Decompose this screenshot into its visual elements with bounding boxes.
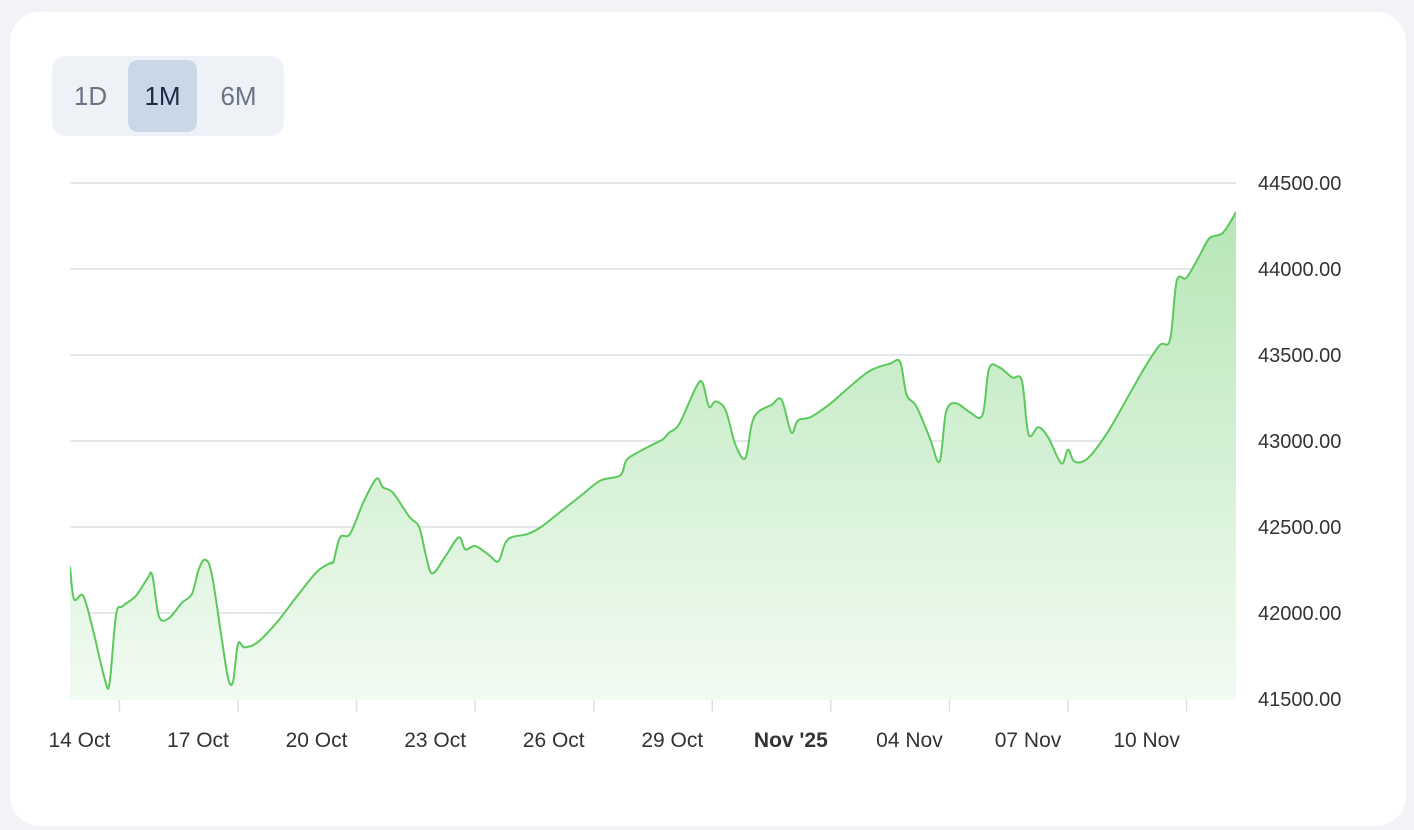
x-tick-label: 17 Oct (167, 729, 229, 752)
x-tick-label: 29 Oct (641, 729, 703, 752)
y-tick-label: 44000.00 (1258, 259, 1341, 281)
range-tab-6m[interactable]: 6M (204, 60, 273, 132)
area-series (70, 211, 1236, 700)
x-tick-label: 10 Nov (1113, 729, 1180, 752)
x-axis-ticks (118, 700, 1188, 712)
x-tick-label: 20 Oct (286, 729, 348, 752)
x-tick-label: 23 Oct (404, 729, 466, 752)
y-tick-label: 42000.00 (1258, 603, 1341, 625)
y-tick-label: 43000.00 (1258, 431, 1341, 453)
y-axis-labels: 44500.00 44000.00 43500.00 43000.00 42500.00… (1258, 173, 1341, 711)
y-tick-label: 43500.00 (1258, 345, 1341, 367)
price-line (70, 211, 1236, 690)
area-fill (70, 212, 1236, 700)
x-tick-label: 14 Oct (48, 729, 110, 752)
x-tick-label: 04 Nov (876, 729, 943, 752)
y-tick-label: 44500.00 (1258, 173, 1341, 195)
x-tick-label: 07 Nov (995, 729, 1062, 752)
range-tab-1d[interactable]: 1D (56, 60, 125, 132)
range-tab-1m[interactable]: 1M (128, 60, 197, 132)
y-tick-label: 41500.00 (1258, 689, 1341, 711)
x-tick-label: 26 Oct (523, 729, 585, 752)
range-selector: 1D 1M 6M (52, 56, 284, 136)
x-axis-labels: 14 Oct 17 Oct 20 Oct 23 Oct 26 Oct 29 Oct Nov … (48, 729, 1180, 752)
x-tick-label-month: Nov '25 (754, 729, 828, 752)
y-tick-label: 42500.00 (1258, 517, 1341, 539)
